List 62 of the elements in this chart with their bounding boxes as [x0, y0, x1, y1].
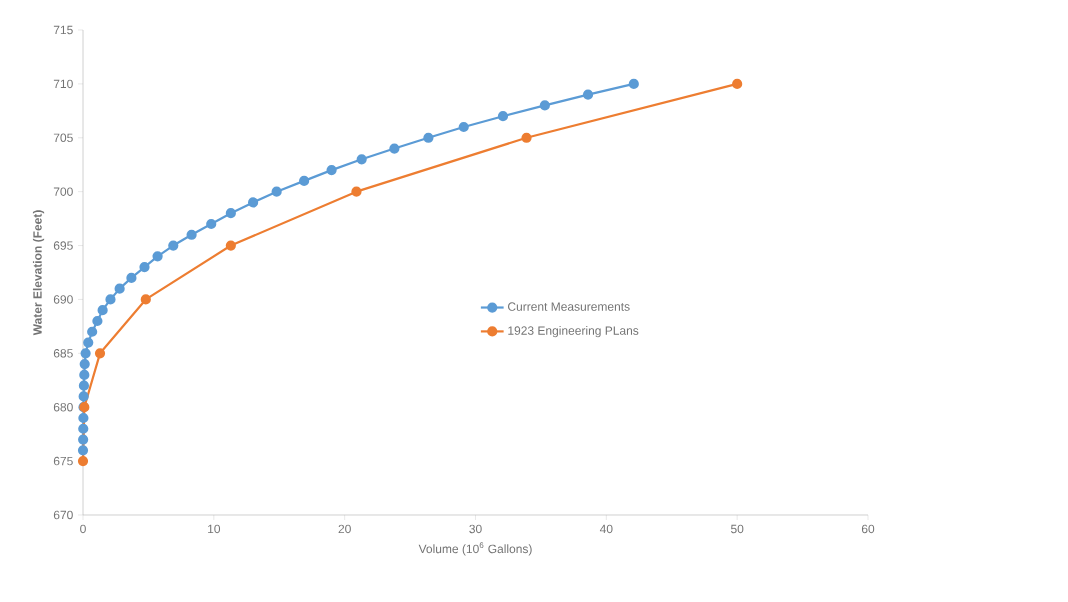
x-tick-label: 20 [338, 524, 351, 534]
point [94, 348, 106, 359]
point [83, 337, 94, 348]
point [521, 132, 532, 143]
point [140, 294, 151, 305]
y-tick-label: 715 [53, 25, 73, 35]
legend-label: Current Measurements [508, 302, 630, 311]
y-axis-title: Water Elevation (Feet) [32, 210, 45, 336]
point [206, 218, 217, 230]
y-tick-label: 675 [53, 456, 73, 466]
y-tick-label: 690 [53, 295, 73, 304]
y-tick-label: 695 [53, 241, 73, 250]
point [186, 229, 197, 240]
y-tick-label: 700 [53, 187, 73, 196]
point [105, 294, 116, 305]
point [78, 423, 89, 434]
point [78, 380, 90, 391]
point [458, 121, 469, 133]
point [539, 100, 550, 111]
point [628, 78, 639, 89]
point [78, 391, 89, 402]
point [582, 89, 594, 100]
x-tick-label: 60 [861, 524, 875, 534]
x-tick-label: 40 [599, 524, 613, 534]
point [97, 305, 108, 316]
x-axis-title: Volume (10$^{6}$ Gallons) [418, 542, 532, 556]
y-tick-label: 705 [53, 133, 73, 143]
point [79, 359, 90, 370]
point [77, 445, 89, 456]
point [326, 165, 337, 176]
point [79, 369, 90, 380]
x-tick-label: 0 [80, 524, 86, 534]
point [351, 186, 362, 197]
y-tick-label: 670 [53, 510, 73, 520]
point [168, 240, 179, 251]
x-tick-label: 50 [730, 524, 744, 534]
point [80, 348, 91, 359]
point [423, 132, 434, 143]
point [497, 111, 509, 122]
point [78, 412, 89, 424]
point [247, 197, 259, 208]
point [77, 455, 89, 467]
y-tick-label: 680 [53, 402, 73, 412]
point [114, 283, 125, 294]
x-tick-label: 10 [208, 524, 221, 534]
point [389, 143, 400, 154]
y-tick-label: 710 [53, 79, 73, 89]
point [78, 434, 89, 445]
legend-label: 1923 Engineering PLans [508, 326, 639, 338]
point [732, 78, 743, 89]
point [299, 175, 310, 186]
point [271, 186, 282, 197]
point [225, 208, 236, 219]
point [152, 251, 163, 262]
point [87, 326, 98, 337]
x-tick-label: 30 [469, 524, 482, 534]
point [225, 240, 236, 251]
point [139, 262, 150, 273]
point [356, 154, 367, 165]
point [92, 315, 103, 327]
y-tick-label: 685 [53, 349, 73, 358]
point [126, 272, 137, 283]
